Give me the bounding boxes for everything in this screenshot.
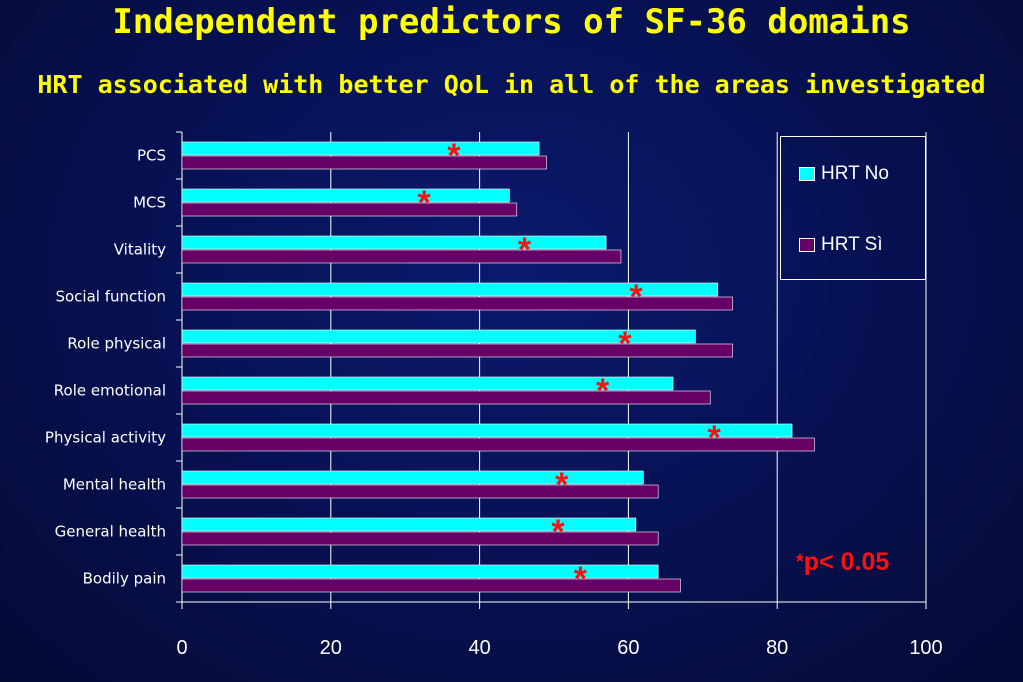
- bar-hrt-si-role-physical: [181, 343, 733, 358]
- bar-hrt-no-pcs: [181, 141, 540, 156]
- bar-hrt-no-role-emotional: [181, 376, 674, 391]
- category-label: General health: [55, 523, 166, 541]
- significance-star: *: [796, 551, 804, 573]
- category-label: Role physical: [67, 335, 166, 353]
- significance-text: p< 0.05: [803, 548, 890, 576]
- significance-star-marker: *: [447, 137, 461, 175]
- category-label: MCS: [133, 194, 166, 212]
- category-label: Role emotional: [54, 382, 166, 400]
- bar-hrt-si-vitality: [181, 249, 622, 264]
- legend-item-hrt-no: HRT No: [799, 163, 889, 185]
- bar-hrt-si-bodily-pain: [181, 578, 681, 593]
- category-label: Mental health: [63, 476, 166, 494]
- x-tick-label: 40: [468, 637, 490, 659]
- x-tick-label: 0: [176, 637, 187, 659]
- bar-hrt-si-general-health: [181, 531, 659, 546]
- bar-hrt-si-social-function: [181, 296, 733, 311]
- significance-star-marker: *: [518, 231, 532, 269]
- bar-hrt-no-general-health: [181, 517, 637, 532]
- bar-hrt-si-role-emotional: [181, 390, 711, 405]
- x-tick-label: 80: [766, 637, 788, 659]
- category-label: Bodily pain: [83, 570, 166, 588]
- bar-hrt-no-social-function: [181, 282, 718, 297]
- bar-hrt-no-mcs: [181, 188, 510, 203]
- category-label: Physical activity: [45, 429, 166, 447]
- x-tick-label: 100: [909, 637, 942, 659]
- legend: HRT No HRT Sì: [780, 136, 926, 280]
- bar-hrt-si-physical-activity: [181, 437, 815, 452]
- significance-star-marker: *: [596, 372, 610, 410]
- chart-title: Independent predictors of SF-36 domains: [112, 2, 911, 42]
- significance-star-marker: *: [555, 466, 569, 504]
- x-tick-label: 60: [617, 637, 639, 659]
- legend-label-hrt-no: HRT No: [821, 163, 889, 184]
- significance-star-marker: *: [630, 278, 644, 316]
- bar-hrt-no-mental-health: [181, 470, 644, 485]
- bar-hrt-no-bodily-pain: [181, 564, 659, 579]
- significance-star-marker: *: [618, 325, 632, 363]
- significance-star-marker: *: [417, 184, 431, 222]
- significance-star-marker: *: [708, 419, 722, 457]
- bar-hrt-no-role-physical: [181, 329, 696, 344]
- category-label: PCS: [137, 147, 166, 165]
- legend-item-hrt-si: HRT Sì: [799, 234, 883, 256]
- chart-subtitle: HRT associated with better QoL in all of…: [37, 70, 986, 99]
- legend-swatch-hrt-no: [799, 167, 815, 181]
- legend-swatch-hrt-si: [799, 238, 815, 252]
- category-label: Vitality: [114, 241, 166, 259]
- bar-hrt-no-physical-activity: [181, 423, 793, 438]
- bar-hrt-si-mcs: [181, 202, 518, 217]
- significance-star-marker: *: [574, 560, 588, 598]
- significance-star-marker: *: [551, 513, 565, 551]
- x-tick-label: 20: [320, 637, 342, 659]
- bar-hrt-si-pcs: [181, 155, 547, 170]
- bar-hrt-si-mental-health: [181, 484, 659, 499]
- legend-label-hrt-si: HRT Sì: [821, 234, 883, 255]
- bar-hrt-no-vitality: [181, 235, 607, 250]
- significance-note: *p< 0.05: [796, 548, 889, 577]
- category-label: Social function: [55, 288, 166, 306]
